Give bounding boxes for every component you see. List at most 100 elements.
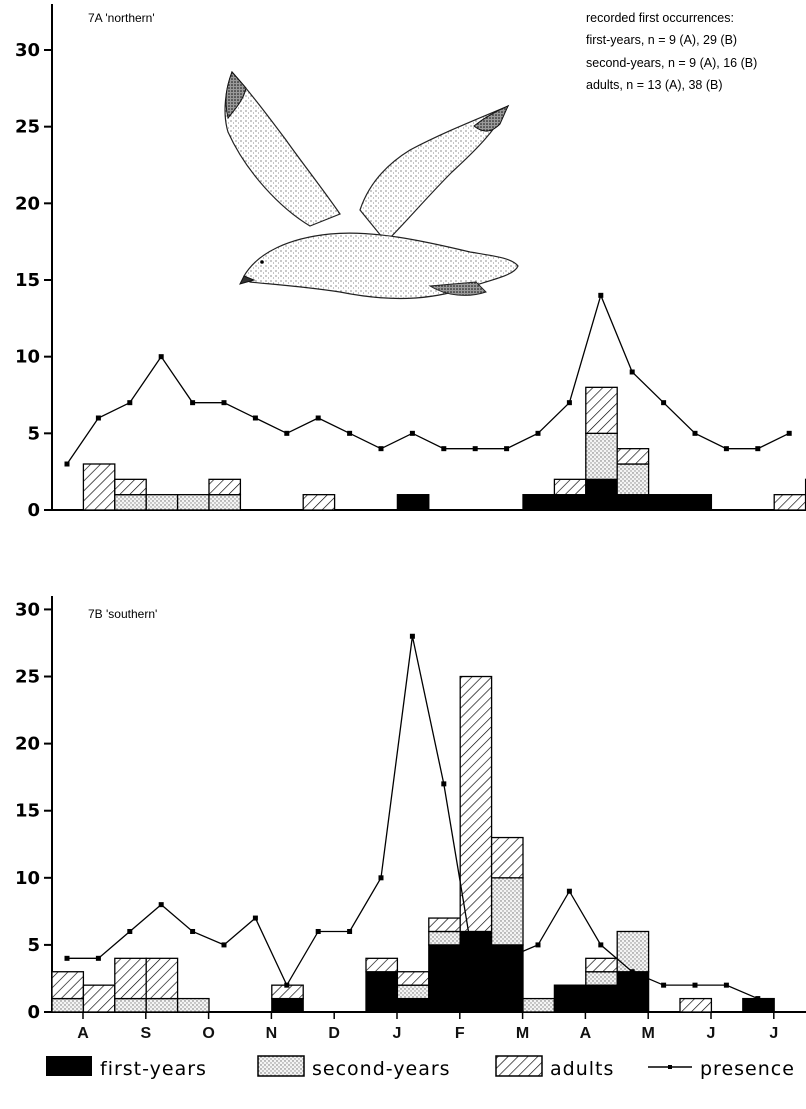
presence-point — [158, 354, 164, 360]
bar-segment-first-years — [396, 494, 430, 511]
x-month-label: A — [580, 1025, 592, 1042]
presence-point — [252, 415, 258, 421]
legend-label-presence: presence — [700, 1058, 795, 1080]
y-tick-label: 10 — [15, 868, 40, 889]
annotation-title: recorded first occurrences: — [586, 11, 734, 25]
gull-illustration — [224, 70, 519, 300]
legend-swatch-adults — [495, 1055, 543, 1077]
panel-7b-southern: 0 5 10 15 20 25 30 A S O N D J F M A M J J 7B 'southern' — [15, 596, 806, 1042]
bar-segment-second-years — [51, 997, 85, 1013]
presence-point — [504, 955, 510, 961]
bar-segment-adults — [82, 463, 116, 511]
presence-point — [221, 942, 227, 948]
y-tick-label: 25 — [15, 667, 40, 688]
presence-point — [504, 446, 510, 452]
bar-segment-adults — [114, 957, 147, 1000]
panel-label-7a: 7A 'northern' — [88, 11, 155, 25]
y-tick-label: 25 — [15, 117, 40, 138]
presence-point — [535, 430, 541, 436]
presence-point — [566, 400, 572, 406]
presence-point — [190, 400, 196, 406]
annotation: recorded first occurrences: first-years,… — [586, 11, 757, 92]
presence-line — [66, 293, 790, 465]
bars-7a — [82, 386, 806, 511]
presence-point — [95, 955, 101, 961]
presence-point — [409, 430, 415, 436]
presence-point — [190, 928, 196, 934]
presence-point — [64, 955, 70, 961]
bar-segment-second-years — [176, 997, 210, 1013]
presence-point — [315, 928, 321, 934]
bar-segment-adults — [428, 917, 461, 933]
annotation-second-years: second-years, n = 9 (A), 16 (B) — [586, 56, 757, 70]
bar-segment-adults — [616, 448, 650, 465]
bar-segment-second-years — [145, 997, 179, 1013]
y-tick-label: 5 — [27, 935, 40, 956]
bar-segment-second-years — [522, 997, 556, 1013]
presence-point — [692, 430, 698, 436]
presence-point — [472, 969, 478, 975]
x-month-label: D — [328, 1025, 340, 1042]
bar-segment-first-years — [616, 971, 650, 1013]
legend-label-adults: adults — [550, 1058, 614, 1080]
bar-segment-second-years — [396, 984, 430, 1000]
y-tick-label: 20 — [15, 193, 40, 214]
bar-segment-adults — [208, 478, 242, 496]
x-month-label: O — [202, 1025, 214, 1042]
y-tick-label: 30 — [15, 599, 40, 620]
legend-label-second-years: second-years — [312, 1058, 451, 1080]
presence-point — [566, 888, 572, 894]
y-tick-label: 5 — [27, 423, 40, 444]
presence-point — [661, 400, 667, 406]
bar-segment-second-years — [176, 494, 210, 511]
y-ticks-7b: 0 5 10 15 20 25 30 — [15, 599, 52, 1023]
bar-segment-first-years — [553, 494, 587, 511]
bar-segment-second-years — [585, 432, 618, 480]
y-tick-label: 15 — [15, 801, 40, 822]
bar-segment-second-years — [114, 997, 147, 1013]
bar-segment-second-years — [616, 463, 650, 496]
bar-segment-first-years — [271, 997, 304, 1013]
x-month-label: J — [393, 1025, 402, 1042]
presence-point — [692, 982, 698, 988]
bar-segment-adults — [585, 386, 618, 434]
x-month-label: M — [642, 1025, 655, 1042]
legend-label-first-years: first-years — [100, 1058, 207, 1080]
presence-point — [441, 781, 447, 787]
bar-segment-second-years — [114, 494, 147, 511]
x-month-label: S — [140, 1025, 151, 1042]
bar-segment-first-years — [616, 494, 650, 511]
bar-segment-adults — [145, 957, 179, 1000]
bar-segment-second-years — [428, 930, 461, 946]
x-month-label: J — [707, 1025, 716, 1042]
presence-point — [472, 446, 478, 452]
bar-segment-first-years — [553, 984, 587, 1013]
x-month-label: J — [769, 1025, 778, 1042]
presence-point — [755, 446, 761, 452]
bar-segment-first-years — [647, 494, 681, 511]
legend-swatch-first-years — [46, 1056, 92, 1076]
bar-segment-adults — [553, 478, 587, 496]
bar-segment-adults — [490, 836, 524, 879]
bar-segment-first-years — [679, 494, 713, 511]
y-ticks-7a: 0 5 10 15 20 25 30 — [15, 40, 52, 521]
presence-point — [158, 902, 164, 908]
presence-point — [755, 996, 761, 1002]
bar-segment-adults — [51, 971, 85, 1000]
bar-segment-adults — [585, 957, 618, 973]
presence-point — [95, 415, 101, 421]
bar-segment-second-years — [145, 494, 179, 511]
bar-segment-second-years — [208, 494, 242, 511]
x-month-label: N — [266, 1025, 278, 1042]
bar-segment-adults — [459, 675, 493, 933]
presence-point — [598, 292, 604, 298]
bar-segment-second-years — [490, 877, 524, 946]
legend-swatch-presence-marker — [668, 1065, 672, 1069]
presence-line-7b — [64, 633, 761, 1002]
bar-segment-second-years — [616, 930, 650, 973]
panel-label-7b: 7B 'southern' — [88, 607, 157, 621]
presence-point — [221, 400, 227, 406]
y-tick-label: 20 — [15, 734, 40, 755]
presence-point — [409, 633, 415, 639]
